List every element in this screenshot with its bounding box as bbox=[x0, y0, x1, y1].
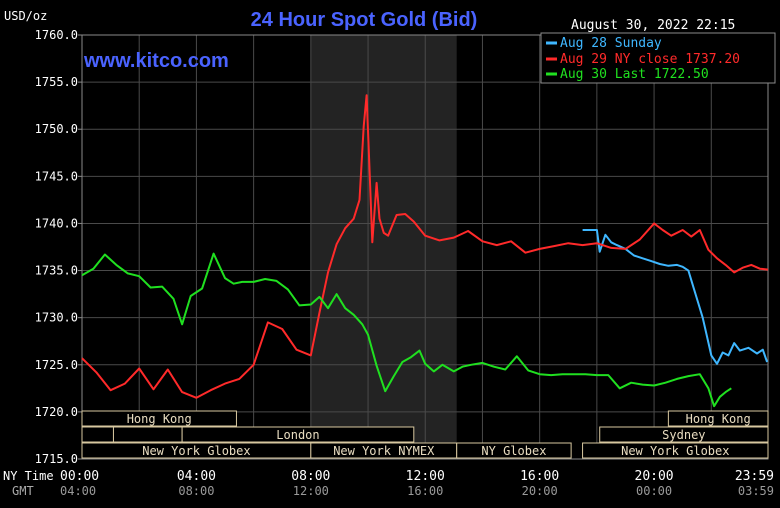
session-bar bbox=[456, 442, 572, 459]
session-bar bbox=[81, 426, 114, 443]
plot-frame bbox=[81, 34, 769, 460]
trading-sessions: Hong Kong Hong Kong London Sydney New York G… bbox=[81, 410, 769, 459]
y-tick-label: 1715.0 bbox=[35, 452, 78, 466]
y-tick-label: 1725.0 bbox=[35, 358, 78, 372]
x-tick-label-gmt: 00:00 bbox=[636, 484, 672, 498]
y-axis-label: USD/oz bbox=[4, 9, 47, 23]
y-tick-label: 1760.0 bbox=[35, 28, 78, 42]
session-bar bbox=[112, 426, 183, 443]
session-label: NY Globex bbox=[481, 444, 546, 458]
y-tick-label: 1745.0 bbox=[35, 169, 78, 183]
x-tick-label-gmt: 16:00 bbox=[407, 484, 443, 498]
price-series bbox=[81, 94, 769, 408]
session-bar bbox=[181, 426, 415, 443]
watermark-url: www.kitco.com bbox=[83, 50, 229, 72]
x-tick-label-ny: 12:00 bbox=[406, 469, 445, 484]
y-axis-tick-labels: 1760.0 1755.0 1750.0 1745.0 1740.0 1735.0 1730… bbox=[35, 28, 82, 466]
x-tick-label-ny: 20:00 bbox=[635, 469, 674, 484]
x-tick-label-ny: 00:00 bbox=[60, 469, 99, 484]
series-line-1 bbox=[81, 94, 769, 399]
y-tick-label: 1735.0 bbox=[35, 264, 78, 278]
session-bar bbox=[81, 410, 237, 427]
x-tick-label-ny: 23:59 bbox=[735, 469, 774, 484]
session-label: London bbox=[276, 428, 319, 442]
x-tick-label-gmt: 03:59 bbox=[738, 484, 774, 498]
x-tick-label-ny: 16:00 bbox=[520, 469, 559, 484]
y-tick-label: 1720.0 bbox=[35, 405, 78, 419]
legend-box bbox=[540, 32, 776, 84]
session-label: Hong Kong bbox=[127, 412, 192, 426]
session-label: New York NYMEX bbox=[333, 444, 435, 458]
timestamp: August 30, 2022 22:15 bbox=[571, 18, 735, 33]
chart-title: 24 Hour Spot Gold (Bid) bbox=[251, 9, 478, 31]
x-tick-label-gmt: 20:00 bbox=[522, 484, 558, 498]
session-label: New York Globex bbox=[142, 444, 250, 458]
y-tick-label: 1740.0 bbox=[35, 216, 78, 230]
session-bar bbox=[667, 410, 769, 427]
gmt-row-label: GMT bbox=[12, 484, 34, 498]
x-tick-label-ny: 08:00 bbox=[291, 469, 330, 484]
session-bar bbox=[599, 426, 769, 443]
legend-label-aug29: Aug 29 NY close 1737.20 bbox=[560, 52, 740, 67]
session-label: Hong Kong bbox=[686, 412, 751, 426]
y-tick-label: 1730.0 bbox=[35, 311, 78, 325]
session-label: Sydney bbox=[662, 428, 705, 442]
session-bar bbox=[582, 442, 769, 459]
session-label: New York Globex bbox=[621, 444, 729, 458]
legend: Aug 28 Sunday Aug 29 NY close 1737.20 Au… bbox=[540, 32, 776, 84]
x-tick-label-gmt: 12:00 bbox=[293, 484, 329, 498]
y-tick-label: 1755.0 bbox=[35, 75, 78, 89]
legend-label-aug28: Aug 28 Sunday bbox=[560, 36, 662, 51]
series-line-0 bbox=[582, 229, 769, 365]
x-axis-tick-labels: 00:0004:0004:0008:0008:0012:0012:0016:00… bbox=[60, 469, 774, 498]
legend-label-aug30: Aug 30 Last 1722.50 bbox=[560, 67, 709, 82]
x-tick-label-gmt: 08:00 bbox=[178, 484, 214, 498]
series-line-2 bbox=[81, 252, 732, 408]
nymex-session-shading bbox=[310, 35, 457, 459]
y-tick-label: 1750.0 bbox=[35, 122, 78, 136]
x-tick-label-ny: 04:00 bbox=[177, 469, 216, 484]
ny-time-row-label: NY Time bbox=[3, 469, 54, 483]
x-tick-label-gmt: 04:00 bbox=[60, 484, 96, 498]
